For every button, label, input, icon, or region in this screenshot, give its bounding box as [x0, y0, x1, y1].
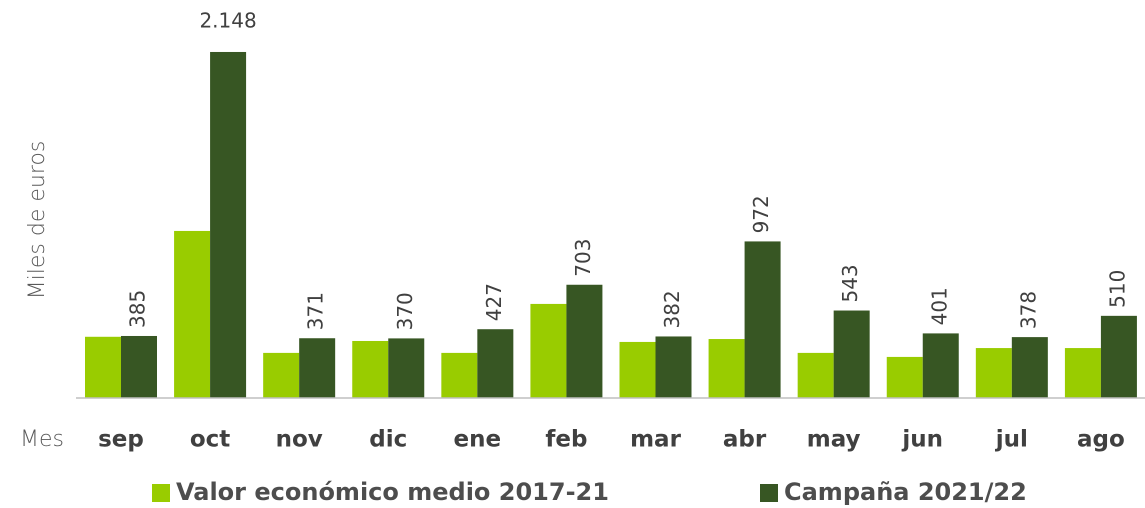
legend-label: Valor económico medio 2017-21 [176, 478, 609, 506]
data-label: 385 [126, 290, 150, 328]
bar [744, 241, 781, 398]
x-tick-label: feb [545, 427, 587, 453]
x-tick-label: sep [98, 427, 144, 453]
bar [352, 340, 389, 398]
data-label: 972 [749, 195, 773, 233]
x-tick-label: dic [369, 427, 407, 453]
data-label: 378 [1016, 291, 1040, 329]
data-label: 401 [927, 287, 951, 325]
data-label: 371 [304, 292, 328, 330]
x-tick-label: oct [190, 427, 230, 453]
x-tick-label: jun [901, 427, 943, 453]
bar [655, 336, 692, 398]
legend-label: Campaña 2021/22 [784, 478, 1027, 506]
x-tick-label: jul [995, 427, 1028, 453]
bar [1100, 315, 1137, 398]
x-tick-label: may [807, 427, 861, 453]
bar [619, 341, 656, 398]
bar [210, 51, 247, 399]
legend-swatch [152, 484, 170, 502]
data-label: 543 [838, 264, 862, 302]
bar [477, 329, 514, 398]
bar [388, 338, 425, 398]
bar [566, 284, 603, 398]
x-tick-label: ene [454, 427, 502, 453]
bar [797, 352, 834, 398]
bar [441, 352, 478, 398]
x-axis-label: Mes [20, 427, 64, 452]
x-tick-label: nov [276, 427, 323, 453]
bar [886, 356, 923, 398]
data-label: 370 [393, 292, 417, 330]
data-label: 427 [482, 283, 506, 321]
bar [299, 338, 336, 398]
data-label: 382 [660, 290, 684, 328]
bar [530, 303, 567, 398]
bar [85, 336, 121, 398]
x-tick-label: abr [723, 427, 767, 453]
bar [174, 230, 211, 398]
data-label: 703 [571, 239, 595, 277]
data-label: 510 [1105, 270, 1129, 308]
bar [1064, 348, 1101, 398]
bar [708, 339, 745, 398]
bar [121, 335, 157, 398]
x-tick-label: ago [1077, 427, 1125, 453]
y-axis-label: Miles de euros [25, 141, 50, 300]
data-label: 2.148 [199, 8, 256, 32]
bar [833, 310, 870, 398]
bar [1011, 337, 1048, 398]
x-tick-label: mar [630, 427, 681, 453]
legend-swatch [760, 484, 778, 502]
bar [263, 352, 300, 398]
bar [922, 333, 959, 398]
bar [975, 348, 1012, 398]
